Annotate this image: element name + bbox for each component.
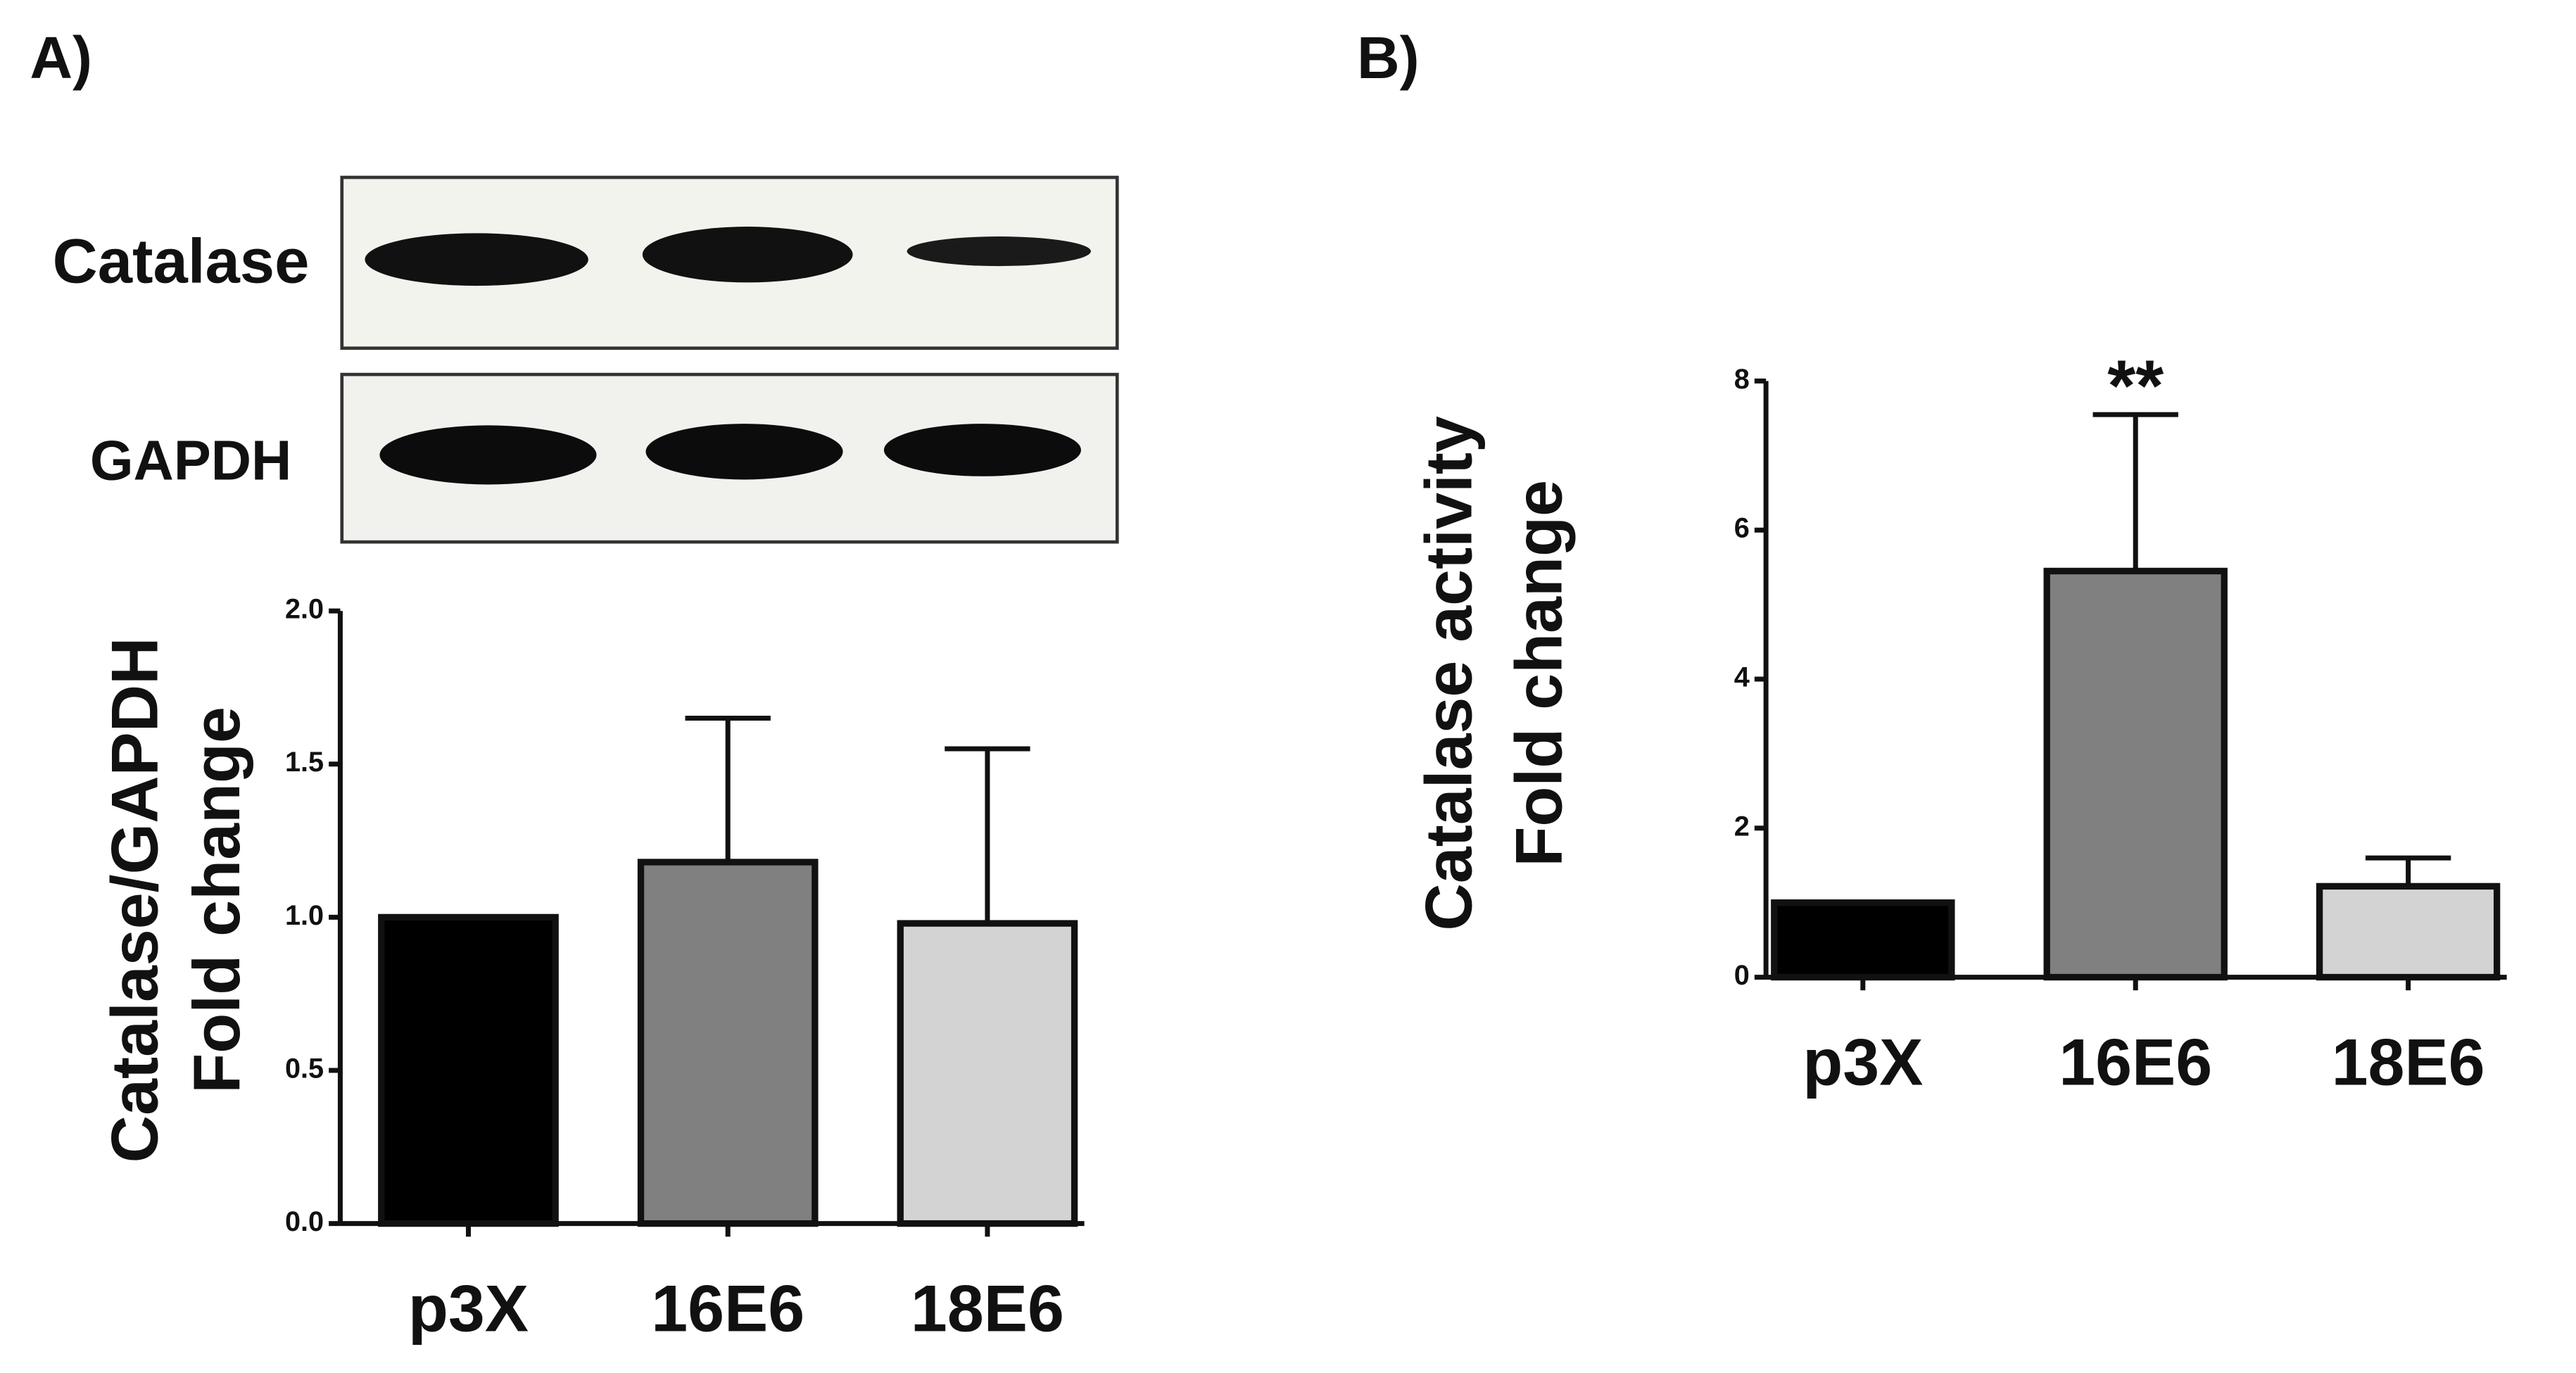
x-tick-label: 18E6 <box>911 1272 1064 1346</box>
bar <box>2316 882 2501 981</box>
y-axis-label: Catalase/GAPDH <box>98 637 171 1163</box>
y-axis-label: Fold change <box>1503 480 1576 867</box>
x-tick-label: 16E6 <box>2059 1026 2212 1099</box>
annotation: ** <box>2107 346 2164 426</box>
panel-label: A) <box>30 25 92 91</box>
y-tick-label: 2.0 <box>285 594 324 625</box>
blot: Catalase GAPDH <box>53 175 1119 544</box>
y-tick-label: 1.0 <box>285 900 324 931</box>
blot-label: GAPDH <box>90 429 291 491</box>
x-tick-label: 18E6 <box>2332 1026 2485 1099</box>
blot-label: Catalase <box>53 226 310 296</box>
y-axis-label: Catalase activity <box>1412 416 1485 931</box>
panel-label: B) <box>1357 25 1420 91</box>
y-tick-label: 0.0 <box>285 1206 324 1237</box>
y-tick-label: 0.5 <box>285 1053 324 1084</box>
y-tick-label: 1.5 <box>285 747 324 778</box>
bar <box>637 859 819 1227</box>
band <box>883 424 1081 476</box>
x-tick-label: 16E6 <box>651 1272 804 1346</box>
chart: 0.0 0.5 1.0 1.5 2.0 Catalase/GAPDH Fold change… <box>98 594 1085 1346</box>
band <box>365 233 588 286</box>
y-tick-label: 6 <box>1734 513 1750 544</box>
y-axis-label: Fold change <box>180 707 253 1094</box>
y-tick-label: 0 <box>1734 960 1750 991</box>
y-tick-label: 8 <box>1734 364 1750 395</box>
bar <box>2043 567 2228 981</box>
band <box>645 424 843 480</box>
bar <box>897 920 1078 1227</box>
chart: 0 2 4 6 8 Catalase activity Fold change p3X 16E6… <box>1412 346 2507 1099</box>
x-tick-label: p3X <box>408 1272 529 1346</box>
band <box>642 227 853 283</box>
band <box>907 236 1091 267</box>
x-tick-label: p3X <box>1802 1026 1923 1099</box>
bar <box>378 913 559 1227</box>
bar <box>1771 899 1955 981</box>
y-tick-label: 2 <box>1734 811 1750 842</box>
band <box>379 425 597 485</box>
y-tick-label: 4 <box>1734 662 1750 692</box>
